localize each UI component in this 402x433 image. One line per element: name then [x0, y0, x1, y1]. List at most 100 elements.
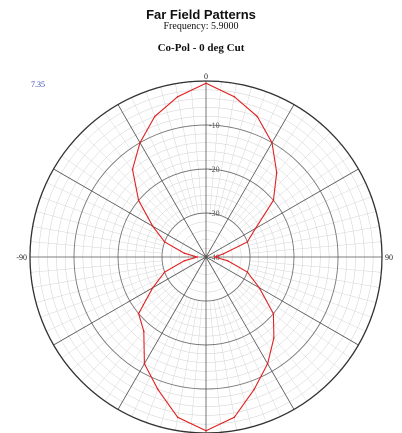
pattern-point	[142, 330, 145, 332]
pattern-point	[137, 199, 140, 202]
pattern-point	[196, 256, 198, 258]
minor-grid-spoke	[190, 300, 203, 433]
major-grid-spoke	[205, 256, 295, 410]
pattern-point	[256, 115, 258, 118]
minor-grid-spoke	[245, 275, 366, 332]
minor-grid-spoke	[231, 112, 308, 222]
minor-grid-spoke	[217, 299, 252, 428]
minor-grid-spoke	[40, 271, 165, 318]
minor-grid-spoke	[175, 83, 199, 214]
radial-tick-label: -30	[209, 209, 220, 218]
minor-grid-spoke	[248, 211, 377, 246]
minor-grid-spoke	[46, 275, 167, 332]
minor-grid-spoke	[40, 196, 165, 243]
minor-grid-spoke	[224, 97, 281, 218]
minor-grid-spoke	[239, 143, 341, 229]
angle-tick-label: 90	[385, 253, 393, 262]
pattern-point	[154, 115, 156, 118]
minor-grid-spoke	[209, 81, 222, 214]
minor-grid-spoke	[30, 260, 163, 273]
minor-grid-spoke	[209, 300, 222, 433]
minor-grid-spoke	[30, 241, 163, 254]
pattern-point	[137, 312, 140, 315]
pattern-point	[205, 430, 207, 432]
minor-grid-spoke	[131, 296, 188, 417]
minor-grid-spoke	[92, 122, 178, 224]
minor-grid-spoke	[131, 97, 188, 218]
minor-grid-spoke	[81, 132, 176, 227]
pattern-point	[253, 388, 255, 391]
pattern-point	[233, 95, 236, 98]
minor-grid-spoke	[248, 268, 377, 303]
minor-grid-spoke	[71, 143, 173, 229]
outer-ring	[29, 80, 383, 433]
minor-grid-spoke	[249, 260, 382, 273]
pattern-point	[176, 416, 179, 419]
major-grid-spoke	[205, 256, 359, 346]
pattern-point	[143, 362, 146, 365]
cut-label: Co-Pol - 0 deg Cut	[157, 42, 245, 54]
minor-grid-spoke	[234, 290, 320, 392]
major-grid-spoke	[53, 256, 207, 346]
pattern-point	[246, 241, 249, 243]
minor-grid-spoke	[220, 91, 267, 216]
minor-grid-spoke	[249, 264, 380, 288]
minor-grid-spoke	[104, 292, 181, 402]
minor-grid-spoke	[247, 271, 372, 318]
minor-grid-spoke	[217, 86, 252, 215]
minor-grid-spoke	[145, 91, 192, 216]
major-grid-spoke	[53, 168, 207, 258]
pattern-point	[273, 337, 275, 339]
minor-grid-spoke	[32, 226, 163, 250]
minor-grid-spoke	[35, 268, 164, 303]
radial-tick-label: -10	[209, 121, 220, 130]
minor-grid-spoke	[175, 300, 199, 431]
minor-grid-spoke	[241, 155, 351, 232]
pattern-point	[214, 256, 216, 258]
minor-grid-spoke	[81, 287, 176, 382]
minor-grid-spoke	[249, 241, 382, 254]
pattern-point	[272, 312, 275, 315]
minor-grid-spoke	[213, 83, 237, 214]
pattern-point	[258, 287, 261, 289]
minor-grid-spoke	[249, 226, 380, 250]
pattern-point	[246, 271, 249, 273]
minor-grid-spoke	[92, 290, 178, 392]
radial-tick-label: -20	[209, 165, 220, 174]
minor-grid-spoke	[35, 211, 164, 246]
minor-grid-spoke	[220, 298, 267, 423]
angle-tick-label: -90	[16, 253, 27, 262]
pattern-point	[163, 241, 166, 243]
minor-grid-spoke	[231, 292, 308, 402]
pattern-point	[266, 362, 269, 365]
minor-grid-spoke	[224, 296, 281, 417]
pattern-point	[205, 82, 207, 84]
chart-title: Far Field Patterns	[146, 7, 256, 22]
minor-grid-spoke	[245, 182, 366, 239]
minor-grid-spoke	[160, 86, 195, 215]
pattern-point	[254, 227, 257, 230]
pattern-point	[151, 287, 154, 289]
minor-grid-spoke	[71, 285, 173, 371]
major-grid-spoke	[205, 168, 359, 258]
minor-grid-spoke	[239, 285, 341, 371]
corner-value: 7.35	[31, 80, 45, 89]
pattern-point	[271, 141, 273, 144]
pattern-point	[176, 95, 179, 98]
pattern-point	[222, 253, 225, 255]
chart-subtitle: Frequency: 5.9000	[163, 21, 239, 32]
minor-grid-spoke	[104, 112, 181, 222]
minor-grid-spoke	[32, 264, 163, 288]
pattern-point	[163, 271, 166, 273]
pattern-point	[139, 141, 141, 144]
pattern-point	[226, 260, 229, 262]
minor-grid-spoke	[61, 155, 171, 232]
pattern-point	[151, 225, 154, 227]
pattern-point	[183, 260, 186, 262]
minor-grid-spoke	[145, 298, 192, 423]
minor-grid-spoke	[241, 282, 351, 359]
major-grid-spoke	[117, 256, 207, 410]
pattern-point	[131, 168, 134, 171]
pattern-point	[157, 388, 159, 391]
